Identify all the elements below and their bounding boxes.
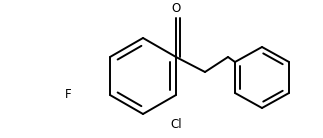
Text: Cl: Cl [170, 118, 182, 131]
Text: F: F [65, 88, 72, 102]
Text: O: O [172, 2, 181, 15]
